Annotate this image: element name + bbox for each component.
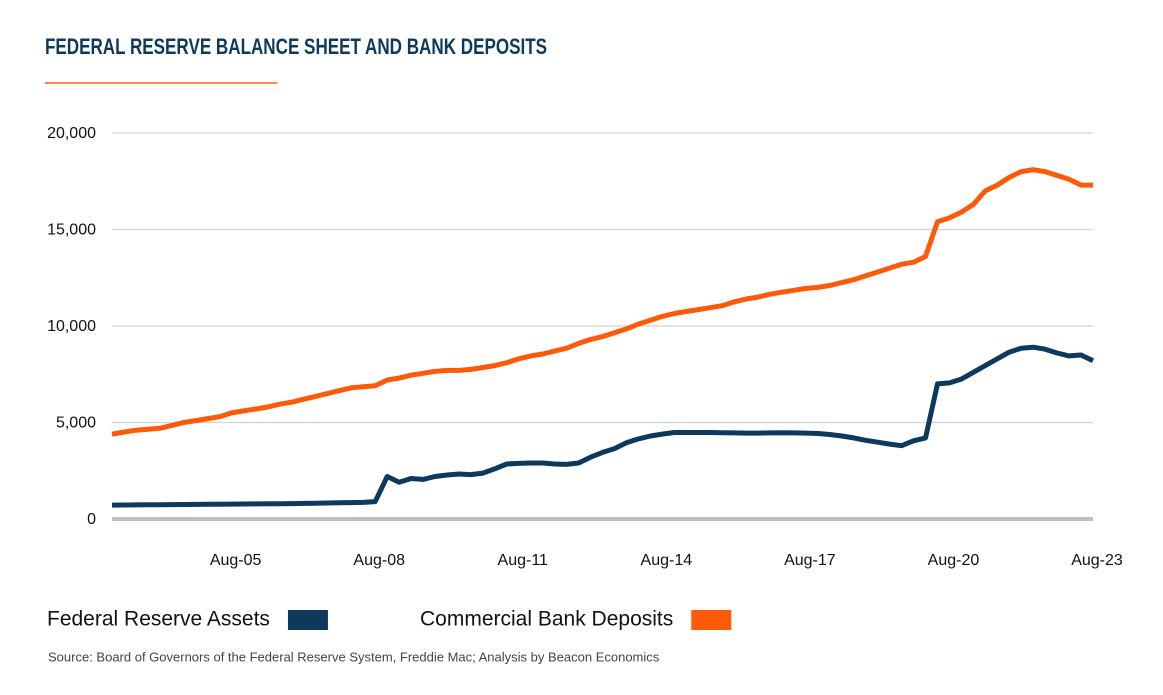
legend-label: Federal Reserve Assets [47,608,270,631]
y-tick-label: 20,000 [47,125,96,142]
series-line [111,344,1095,508]
x-tick-label: Aug-11 [498,552,549,569]
y-tick-label: 5,000 [56,415,96,432]
x-tick-label: Aug-05 [210,552,262,569]
x-tick-label: Aug-23 [1071,552,1123,569]
legend-label: Commercial Bank Deposits [420,608,673,631]
source: Source: Board of Governors of the Federa… [48,649,660,664]
legend-swatch [691,610,732,630]
legend-swatch [287,610,328,630]
y-tick-label: 10,000 [47,318,96,335]
x-tick-label: Aug-17 [784,552,836,569]
series-line [111,167,1093,437]
x-tick-label: Aug-20 [928,552,980,569]
x-tick-label: Aug-14 [641,552,693,569]
chart-title: FEDERAL RESERVE BALANCE SHEET AND BANK D… [45,34,547,59]
y-tick-label: 0 [87,511,96,528]
y-tick-label: 15,000 [47,222,96,239]
x-tick-label: Aug-08 [353,552,405,569]
